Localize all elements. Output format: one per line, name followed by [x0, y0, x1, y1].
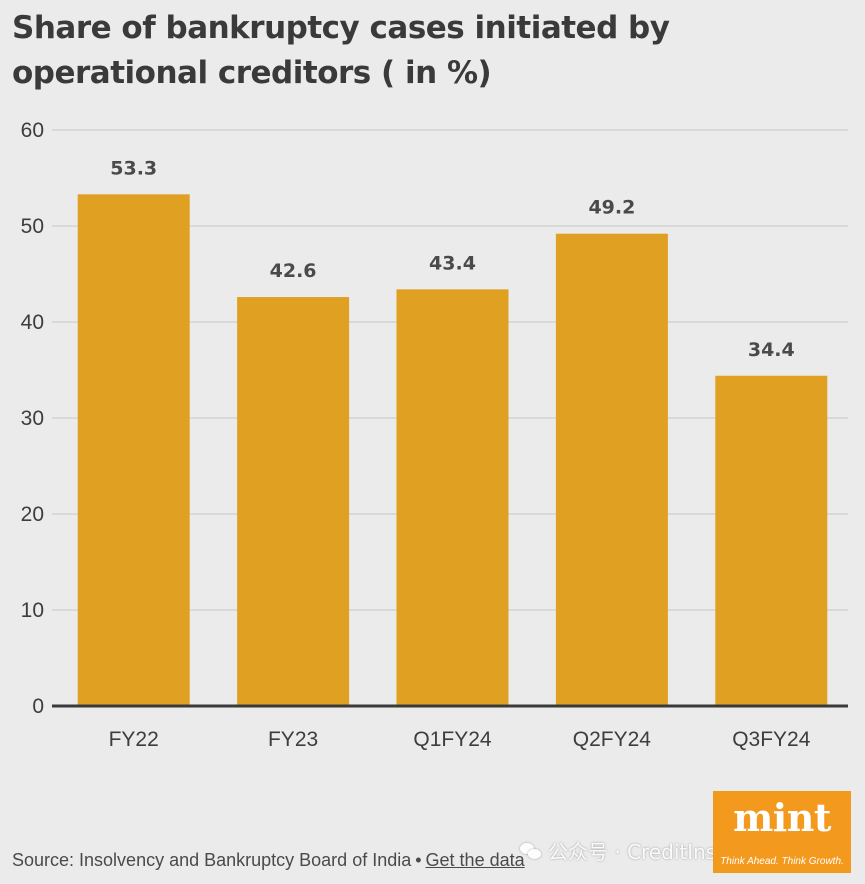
logo-tagline: Think Ahead. Think Growth. — [720, 856, 844, 867]
x-tick-label: Q2FY24 — [573, 728, 652, 751]
bars — [77, 194, 828, 706]
source-separator: • — [415, 850, 422, 870]
mint-logo: mint Think Ahead. Think Growth. — [713, 791, 851, 873]
data-labels: 53.3 42.6 43.4 49.2 34.4 — [110, 157, 794, 360]
x-tick-label: Q1FY24 — [413, 728, 492, 751]
y-tick-label: 60 — [21, 119, 44, 142]
data-label: 49.2 — [588, 197, 635, 219]
bar-q1fy24 — [396, 289, 509, 706]
x-tick-label: Q3FY24 — [732, 728, 811, 751]
x-axis-ticks: FY22 FY23 Q1FY24 Q2FY24 Q3FY24 — [109, 728, 811, 751]
y-tick-label: 40 — [21, 311, 44, 334]
data-label: 53.3 — [110, 157, 157, 179]
data-label: 43.4 — [429, 252, 476, 274]
y-tick-label: 0 — [32, 695, 44, 718]
logo-word: mint — [733, 795, 831, 840]
source-text: Source: Insolvency and Bankruptcy Board … — [12, 850, 412, 870]
chart-title: Share of bankruptcy cases initiated by o… — [12, 10, 670, 91]
y-tick-label: 10 — [21, 599, 44, 622]
data-label: 34.4 — [748, 339, 795, 361]
y-axis-ticks: 0 10 20 30 40 50 60 — [21, 119, 44, 718]
wechat-icon — [520, 843, 542, 861]
y-tick-label: 20 — [21, 503, 44, 526]
bar-fy23 — [237, 297, 350, 706]
source-line: Source: Insolvency and Bankruptcy Board … — [12, 850, 525, 871]
bar-q3fy24 — [715, 375, 828, 706]
bar-fy22 — [77, 194, 190, 706]
y-tick-label: 30 — [21, 407, 44, 430]
x-tick-label: FY23 — [268, 728, 318, 751]
x-tick-label: FY22 — [109, 728, 159, 751]
data-label: 42.6 — [270, 260, 317, 282]
get-the-data-link[interactable]: Get the data — [425, 850, 525, 870]
bar-q2fy24 — [555, 233, 668, 706]
y-tick-label: 50 — [21, 215, 44, 238]
